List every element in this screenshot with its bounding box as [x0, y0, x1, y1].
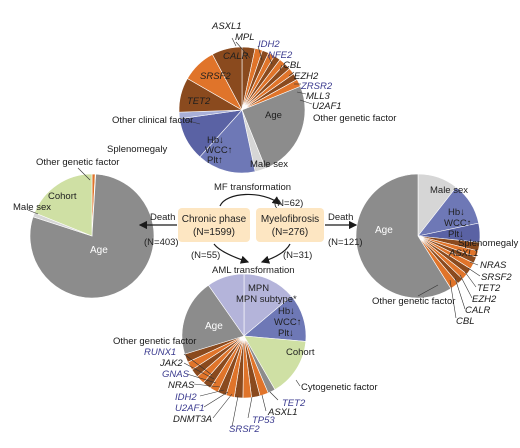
death-right-n: (N=121) — [328, 237, 363, 248]
top-label-calr: CALR — [223, 51, 248, 62]
pie-death-mf — [355, 173, 481, 299]
top-label-tet2: TET2 — [187, 96, 211, 107]
left-label-other-genetic: Other genetic factor — [36, 157, 119, 168]
bottom-label-runx1: RUNX1 — [144, 347, 176, 358]
mf-transformation-n: (N=62) — [274, 198, 303, 209]
top-label-hb: Hb↓ — [207, 135, 224, 146]
top-label-wcc: WCC↑ — [205, 145, 232, 156]
bottom-label-tet2: TET2 — [282, 398, 306, 409]
bottom-label-cohort: Cohort — [286, 347, 315, 358]
top-label-plt: Plt↑ — [207, 155, 223, 166]
right-label-nras: NRAS — [480, 260, 507, 271]
right-label-age: Age — [375, 225, 393, 236]
top-slice-blood-counts — [199, 109, 256, 174]
aml-n-right: (N=31) — [283, 250, 312, 261]
top-label-other-genetic: Other genetic factor — [313, 113, 396, 124]
top-label-cbl: CBL — [283, 60, 301, 71]
right-label-other-genetic: Other genetic factor — [372, 296, 455, 307]
bottom-slice-cohort — [243, 335, 307, 391]
bottom-slice-age — [181, 284, 245, 355]
mf-transformation-arrow — [219, 193, 281, 207]
right-slice-age — [355, 173, 452, 299]
death-left-n: (N=403) — [144, 237, 179, 248]
bottom-label-asxl1: ASXL1 — [267, 407, 298, 418]
death-right-label: Death — [328, 212, 353, 223]
top-label-mpl: MPL — [235, 32, 255, 43]
left-label-male: Male sex — [13, 202, 51, 213]
right-label-male-sex: Male sex — [430, 185, 468, 196]
bottom-slice-mpn-b — [208, 273, 245, 337]
pie-aml-transformation — [181, 273, 307, 399]
mf-transformation-label: MF transformation — [214, 182, 291, 193]
bottom-label-wcc: WCC↑ — [274, 317, 301, 328]
bottom-label-jak2: JAK2 — [159, 358, 183, 369]
bottom-label-srsf2: SRSF2 — [229, 424, 260, 435]
top-label-asxl1: ASXL1 — [211, 21, 242, 32]
bottom-label-idh2: IDH2 — [175, 392, 197, 403]
bottom-label-hb: Hb↓ — [278, 306, 295, 317]
top-label-mll3: MLL3 — [306, 91, 330, 102]
top-slice-age — [241, 86, 306, 169]
pie-death-chronic — [29, 173, 155, 299]
pie-mf-transformation — [178, 46, 306, 174]
myelofibrosis-box — [256, 208, 324, 242]
chronic-phase-label: Chronic phase — [182, 214, 247, 225]
chronic-phase-n: (N=1599) — [193, 227, 235, 238]
myelofibrosis-label: Myelofibrosis — [261, 214, 319, 225]
right-label-ezh2: EZH2 — [472, 294, 497, 305]
aml-transformation-label: AML transformation — [212, 265, 295, 276]
chronic-phase-box — [178, 208, 250, 242]
bottom-label-nras: NRAS — [168, 380, 195, 391]
right-label-srsf2: SRSF2 — [481, 272, 512, 283]
bottom-label-gnas: GNAS — [162, 369, 190, 380]
bottom-label-age: Age — [205, 321, 223, 332]
left-label-age: Age — [90, 245, 108, 256]
top-label-idh2: IDH2 — [258, 39, 280, 50]
bottom-label-tp53: TP53 — [252, 415, 275, 426]
aml-arrow-right — [260, 243, 291, 264]
myelofibrosis-n: (N=276) — [272, 227, 308, 238]
top-label-other-clinical: Other clinical factor — [112, 115, 193, 126]
top-label-ezh2: EZH2 — [294, 71, 319, 82]
bottom-label-cytogenetic: Cytogenetic factor — [301, 382, 378, 393]
aml-n-left: (N=55) — [191, 250, 220, 261]
top-label-age: Age — [265, 110, 282, 121]
bottom-label-plt: Plt↓ — [278, 328, 294, 339]
right-label-cbl: CBL — [456, 316, 474, 327]
death-left-label: Death — [150, 212, 175, 223]
aml-arrow-left — [213, 243, 250, 264]
right-label-tet2: TET2 — [477, 283, 501, 294]
top-label-nfe2: NFE2 — [268, 50, 293, 61]
bottom-label-other-genetic: Other genetic factor — [113, 336, 196, 347]
bottom-label-mpn-subtype: MPN subtype* — [236, 294, 297, 305]
top-label-splenomegaly: Splenomegaly — [107, 144, 167, 155]
right-label-plt: Plt↓ — [448, 229, 464, 240]
top-label-male-sex: Male sex — [250, 159, 288, 170]
bottom-slice-mpn-subtype — [243, 273, 292, 337]
top-leader-lines — [184, 37, 313, 125]
bottom-label-dnmt3a: DNMT3A — [173, 414, 212, 425]
top-label-u2af1: U2AF1 — [312, 101, 342, 112]
right-label-hb: Hb↓ — [448, 207, 465, 218]
right-label-calr: CALR — [465, 305, 490, 316]
top-label-srsf2: SRSF2 — [200, 71, 231, 82]
bottom-label-u2af1: U2AF1 — [175, 403, 205, 414]
right-label-splenomegaly: Splenomegaly — [458, 238, 518, 249]
right-label-wcc: WCC↑ — [444, 218, 471, 229]
left-label-cohort: Cohort — [48, 191, 77, 202]
bottom-label-mpn-line1: MPN — [248, 283, 269, 294]
top-slice-calr — [212, 46, 243, 111]
left-slice-cohort — [34, 173, 93, 237]
right-label-asxl1: ASXL1 — [448, 248, 479, 259]
top-label-zrsr2: ZRSR2 — [300, 81, 333, 92]
